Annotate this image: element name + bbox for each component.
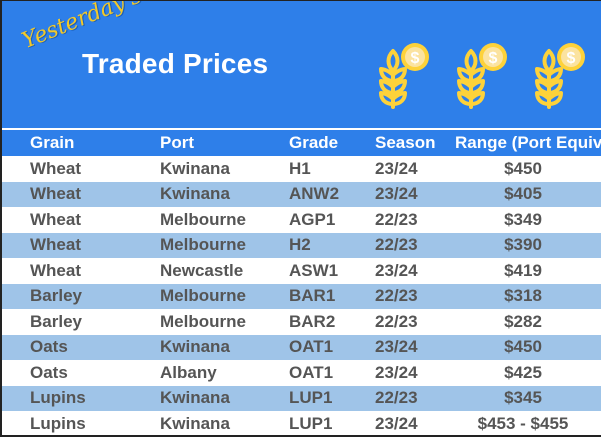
cell-season: 23/24	[375, 181, 455, 207]
table-row: Wheat Kwinana H1 23/24 $450	[2, 156, 601, 182]
cell-range: $450	[455, 334, 601, 360]
cell-port: Melbourne	[160, 207, 289, 233]
cell-grain: Oats	[2, 334, 160, 360]
cell-range: $405	[455, 181, 601, 207]
cell-grade: AGP1	[289, 207, 375, 233]
cell-grade: OAT1	[289, 360, 375, 386]
prices-table: Grain Port Grade Season Range (Port Equi…	[2, 130, 601, 435]
table-row: Lupins Kwinana LUP1 23/24 $453 - $455	[2, 411, 601, 435]
table-header-row: Grain Port Grade Season Range (Port Equi…	[2, 130, 601, 156]
cell-season: 22/23	[375, 309, 455, 335]
table-row: Wheat Melbourne H2 22/23 $390	[2, 232, 601, 258]
cell-grain: Lupins	[2, 385, 160, 411]
cell-range: $282	[455, 309, 601, 335]
table-row: Barley Melbourne BAR2 22/23 $282	[2, 309, 601, 335]
cell-range: $390	[455, 232, 601, 258]
cell-season: 23/24	[375, 334, 455, 360]
cell-season: 23/24	[375, 156, 455, 182]
cell-grain: Barley	[2, 309, 160, 335]
column-header-grain: Grain	[2, 130, 160, 156]
cell-range: $345	[455, 385, 601, 411]
cell-grain: Barley	[2, 283, 160, 309]
cell-range: $453 - $455	[455, 411, 601, 435]
cell-grade: LUP1	[289, 385, 375, 411]
cell-grain: Wheat	[2, 232, 160, 258]
cell-grain: Lupins	[2, 411, 160, 435]
cell-grade: BAR2	[289, 309, 375, 335]
svg-text:$: $	[489, 50, 498, 67]
cell-grade: H1	[289, 156, 375, 182]
page-title: Traded Prices	[82, 48, 269, 79]
table-row: Lupins Kwinana LUP1 22/23 $345	[2, 385, 601, 411]
column-header-season: Season	[375, 130, 455, 156]
wheat-coin-icon: $	[457, 43, 507, 109]
cell-grain: Wheat	[2, 207, 160, 233]
cell-grade: H2	[289, 232, 375, 258]
cell-grain: Wheat	[2, 156, 160, 182]
cell-port: Albany	[160, 360, 289, 386]
column-header-port: Port	[160, 130, 289, 156]
cell-port: Newcastle	[160, 258, 289, 284]
table-row: Wheat Kwinana ANW2 23/24 $405	[2, 181, 601, 207]
cell-grade: ANW2	[289, 181, 375, 207]
cell-range: $450	[455, 156, 601, 182]
column-header-grade: Grade	[289, 130, 375, 156]
script-subtitle: Yesterday's	[18, 0, 146, 54]
cell-grade: BAR1	[289, 283, 375, 309]
cell-range: $349	[455, 207, 601, 233]
cell-port: Kwinana	[160, 156, 289, 182]
icon-group: $ $	[377, 41, 589, 111]
cell-port: Melbourne	[160, 283, 289, 309]
column-header-range: Range (Port Equiv)	[455, 130, 601, 156]
cell-range: $318	[455, 283, 601, 309]
cell-range: $419	[455, 258, 601, 284]
table-row: Oats Kwinana OAT1 23/24 $450	[2, 334, 601, 360]
cell-grain: Oats	[2, 360, 160, 386]
cell-grade: LUP1	[289, 411, 375, 435]
cell-port: Melbourne	[160, 232, 289, 258]
cell-season: 23/24	[375, 360, 455, 386]
wheat-coin-icon: $	[535, 43, 585, 109]
divider	[2, 128, 601, 130]
cell-season: 23/24	[375, 258, 455, 284]
cell-season: 22/23	[375, 207, 455, 233]
cell-port: Kwinana	[160, 385, 289, 411]
svg-text:$: $	[411, 50, 420, 67]
cell-season: 22/23	[375, 385, 455, 411]
table-row: Oats Albany OAT1 23/24 $425	[2, 360, 601, 386]
table-row: Barley Melbourne BAR1 22/23 $318	[2, 283, 601, 309]
cell-season: 22/23	[375, 232, 455, 258]
header-banner: Yesterday's Traded Prices $	[2, 1, 601, 128]
cell-grain: Wheat	[2, 258, 160, 284]
cell-season: 22/23	[375, 283, 455, 309]
wheat-coin-icon: $	[379, 43, 429, 109]
cell-port: Kwinana	[160, 181, 289, 207]
cell-grade: ASW1	[289, 258, 375, 284]
cell-season: 23/24	[375, 411, 455, 435]
cell-port: Melbourne	[160, 309, 289, 335]
table-row: Wheat Newcastle ASW1 23/24 $419	[2, 258, 601, 284]
cell-range: $425	[455, 360, 601, 386]
cell-port: Kwinana	[160, 411, 289, 435]
table-row: Wheat Melbourne AGP1 22/23 $349	[2, 207, 601, 233]
cell-grade: OAT1	[289, 334, 375, 360]
cell-grain: Wheat	[2, 181, 160, 207]
cell-port: Kwinana	[160, 334, 289, 360]
svg-text:$: $	[567, 50, 576, 67]
